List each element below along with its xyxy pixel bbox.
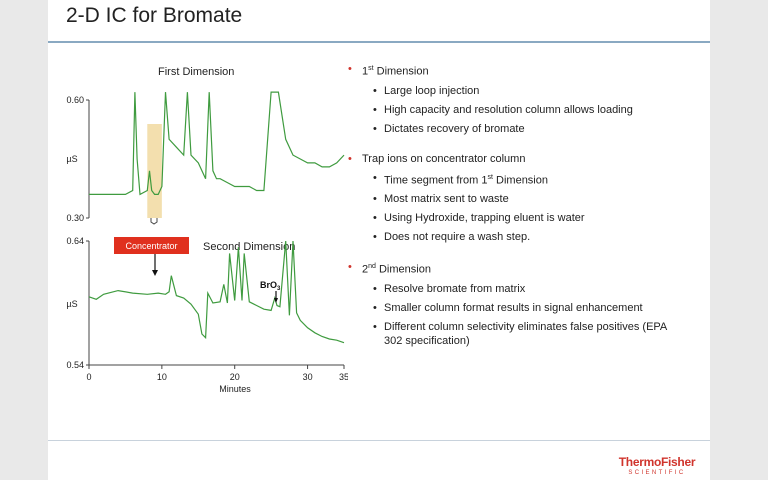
concentrator-label: Concentrator <box>125 241 177 251</box>
x-tick-label: 0 <box>86 372 91 382</box>
concentrator-arrowhead <box>152 270 158 276</box>
second-dimension-trace <box>88 240 345 344</box>
bullet-item: Using Hydroxide, trapping eluent is wate… <box>348 211 688 225</box>
logo-wordmark: ThermoFisher <box>618 455 696 469</box>
title-rule <box>48 41 710 43</box>
slide-title: 2-D IC for Bromate <box>66 4 243 27</box>
bullet-heading: 1st Dimension <box>348 62 688 79</box>
segment-bracket <box>150 218 158 225</box>
top-y-axis-label: µS <box>66 154 77 164</box>
x-axis-label: Minutes <box>219 384 251 394</box>
bullet-item: Time segment from 1st Dimension <box>348 171 688 188</box>
bullet-item: Different column selectivity eliminates … <box>348 320 688 348</box>
bullet-list: 1st Dimension Large loop injection High … <box>348 62 688 364</box>
bullet-item: High capacity and resolution column allo… <box>348 103 688 117</box>
bromate-arrowhead <box>274 298 278 303</box>
bullet-item: Dictates recovery of bromate <box>348 122 688 136</box>
bottom-y-tick-label-high: 0.64 <box>66 236 84 246</box>
bromate-peak-label: BrO3 <box>260 280 281 292</box>
bullet-item: Does not require a wash step. <box>348 230 688 244</box>
bottom-y-axis-label: µS <box>66 299 77 309</box>
slide: 2-D IC for Bromate First Dimension Secon… <box>48 0 710 480</box>
bullet-group-trap-ions: Trap ions on concentrator column Time se… <box>348 152 688 245</box>
bullet-group-second-dimension: 2nd Dimension Resolve bromate from matri… <box>348 260 688 348</box>
logo-subtitle: SCIENTIFIC <box>628 470 686 476</box>
x-axis-ticks: 0 10 20 30 35 <box>86 365 348 382</box>
concentrator-label-box <box>114 237 189 254</box>
second-dimension-title: Second Dimension <box>203 241 296 253</box>
x-tick-label: 10 <box>157 372 167 382</box>
first-dimension-title: First Dimension <box>158 66 235 78</box>
top-y-tick-label-high: 0.60 <box>66 95 84 105</box>
x-tick-label: 20 <box>230 372 240 382</box>
bottom-y-tick-label-low: 0.54 <box>66 360 84 370</box>
top-y-tick-label-low: 0.30 <box>66 213 84 223</box>
bullet-item: Most matrix sent to waste <box>348 192 688 206</box>
bullet-item: Smaller column format results in signal … <box>348 301 688 315</box>
bullet-heading: 2nd Dimension <box>348 260 688 277</box>
first-dimension-trace <box>89 91 345 196</box>
chromatogram-figure: 0.60 0.30 µS 0.64 0.54 µS 0 10 20 30 35 Minu… <box>66 91 348 394</box>
footer-rule <box>48 440 710 441</box>
bullet-heading: Trap ions on concentrator column <box>348 152 688 166</box>
bullet-group-first-dimension: 1st Dimension Large loop injection High … <box>348 62 688 136</box>
thermo-fisher-logo: ThermoFisher SCIENTIFIC <box>612 456 702 477</box>
bullet-item: Large loop injection <box>348 84 688 98</box>
x-tick-label: 35 <box>339 372 348 382</box>
x-tick-label: 30 <box>303 372 313 382</box>
bullet-item: Resolve bromate from matrix <box>348 282 688 296</box>
